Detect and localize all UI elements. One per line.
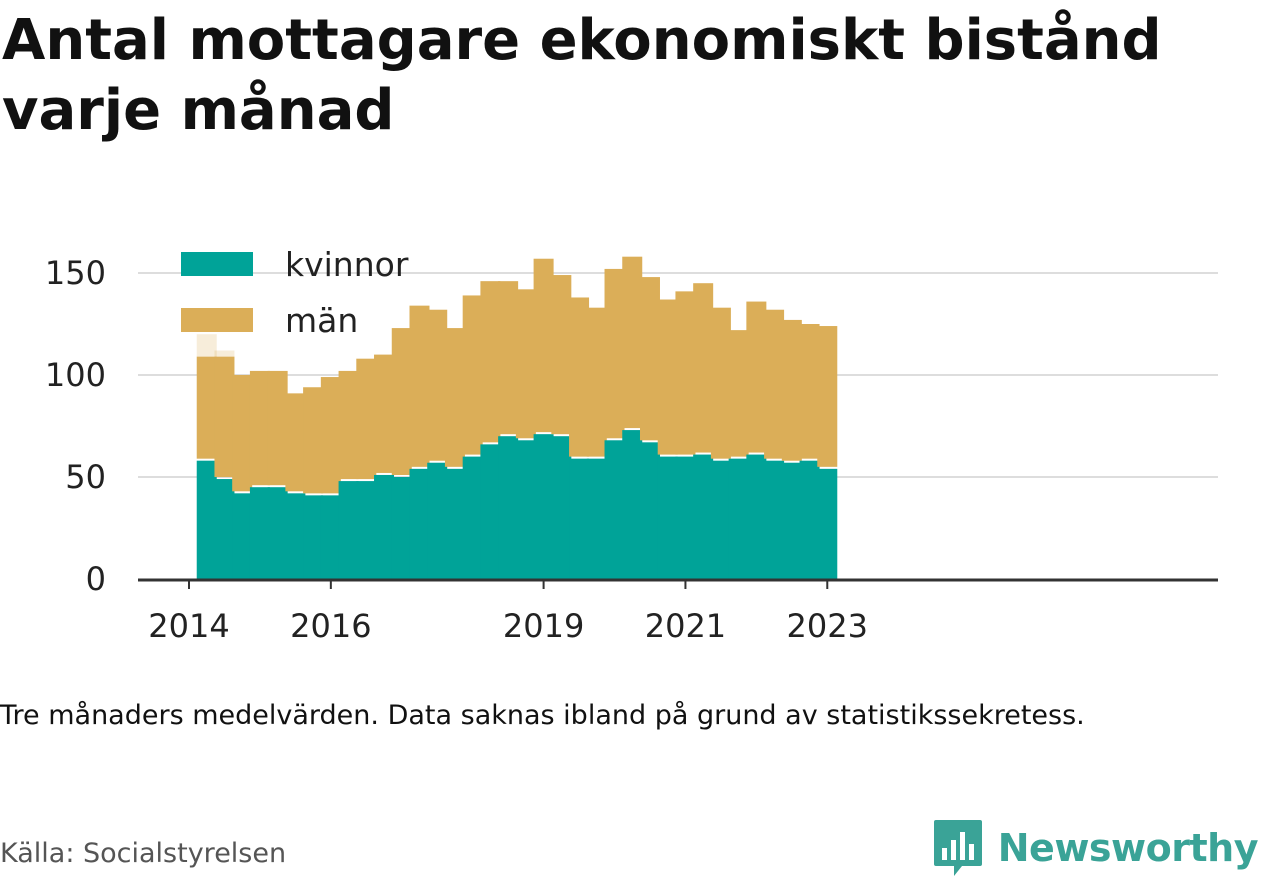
bar-man-2020-10 [657,299,678,455]
bar-kvinnor-2021-04 [693,454,714,579]
x-tick-label-2014: 2014 [148,607,229,645]
bar-kvinnor-2017-01 [391,477,412,579]
bar-man-2015-04 [267,370,288,486]
bar-man-2017-10 [444,328,465,467]
y-tick-label-0: 0 [86,560,106,598]
bar-kvinnor-2022-10 [799,460,820,579]
bar-man-2018-10 [515,289,536,439]
bar-man-2016-04 [338,370,359,480]
bar-man-2020-07 [639,277,660,441]
bar-man-2017-01 [391,328,412,475]
y-axis-ticks: 0 50 100 150 [45,254,106,598]
bar-man-2021-07 [710,307,731,459]
bar-kvinnor-2016-04 [338,481,359,579]
bar-kvinnor-2020-10 [657,456,678,579]
bar-kvinnor-2014-04 [196,460,217,579]
bar-kvinnor-2020-04 [622,430,643,579]
bar-kvinnor-2016-07 [356,481,377,579]
bar-kvinnor-2020-01 [604,440,625,579]
bars [196,256,838,579]
bar-man-2015-10 [303,387,324,494]
bar-kvinnor-2018-01 [462,456,483,579]
bar-kvinnor-2014-10 [232,493,253,579]
bar-man-2019-10 [586,307,607,457]
legend-label-kvinnor: kvinnor [285,245,409,284]
chart-note: Tre månaders medelvärden. Data saknas ib… [0,700,1085,731]
bar-kvinnor-2022-01 [746,454,767,579]
bar-man-2021-01 [675,291,696,455]
bar-man-2020-01 [604,268,625,439]
bar-kvinnor-2022-04 [764,460,785,579]
bar-man-2019-01 [533,258,554,433]
bar-kvinnor-2015-10 [303,495,324,579]
x-tick-label-2023: 2023 [787,607,868,645]
bar-man-2018-07 [498,281,519,435]
bar-kvinnor-2018-04 [480,444,501,579]
bar-man-2023-01 [817,326,838,467]
legend: kvinnor män [181,245,409,340]
bar-man-2022-04 [764,309,785,459]
legend-swatch-man [181,308,253,332]
bar-man-2022-01 [746,301,767,453]
bar-kvinnor-2019-01 [533,434,554,579]
bar-man-2016-01 [320,377,341,494]
bar-kvinnor-2017-07 [427,462,448,579]
bar-kvinnor-2017-04 [409,468,430,579]
x-axis: 2014 2016 2019 2021 2023 [138,578,1218,645]
bar-kvinnor-2023-01 [817,468,838,579]
bar-kvinnor-2021-10 [728,458,749,579]
bar-man-2022-07 [781,319,802,461]
bar-man-2015-07 [285,393,306,492]
bar-kvinnor-2019-07 [569,458,590,579]
brand-name: Newsworthy [997,826,1259,870]
bar-kvinnor-2020-07 [639,442,660,579]
bar-kvinnor-2015-04 [267,487,288,579]
bar-kvinnor-2016-10 [374,474,395,579]
x-tick-label-2019: 2019 [503,607,584,645]
bar-kvinnor-2017-10 [444,468,465,579]
bar-man-2019-04 [551,275,572,435]
bar-man-2020-04 [622,256,643,429]
bar-kvinnor-2015-01 [249,487,270,579]
bar-kvinnor-2022-07 [781,462,802,579]
bar-man-2018-01 [462,295,483,455]
y-tick-label-100: 100 [45,356,106,394]
legend-swatch-kvinnor [181,252,253,276]
bar-kvinnor-2019-04 [551,436,572,579]
bar-kvinnor-2019-10 [586,458,607,579]
bar-man-2017-07 [427,309,448,461]
bar-man-2018-04 [480,281,501,443]
bar-man-2021-10 [728,330,749,457]
source-credit: Källa: Socialstyrelsen [0,838,287,869]
bar-man-2019-07 [569,297,590,457]
bar-kvinnor-2018-10 [515,440,536,579]
chart-title: Antal mottagare ekonomiskt bistånd varje… [2,8,1162,143]
bar-kvinnor-2015-07 [285,493,306,579]
bar-man-2014-10 [232,375,253,492]
bar-chart-speech-bubble-icon [933,820,982,876]
bar-man-2021-04 [693,283,714,453]
bar-kvinnor-2018-07 [498,436,519,579]
x-tick-label-2016: 2016 [290,607,371,645]
brand-logo: Newsworthy [932,818,1259,878]
y-tick-label-150: 150 [45,254,106,292]
legend-label-man: män [285,301,358,340]
bar-man-2016-07 [356,358,377,480]
bar-man-2014-04 [196,356,217,459]
stacked-bar-chart: 0 50 100 150 2014 2016 2019 2021 2023 kvinnor mä… [45,245,1218,645]
bar-kvinnor-2021-07 [710,460,731,579]
x-tick-label-2021: 2021 [645,607,726,645]
bar-man-2014-07 [214,356,235,478]
faint-bar-2014-04 [196,334,217,357]
y-tick-label-50: 50 [65,458,106,496]
bar-man-2017-04 [409,305,430,467]
bar-kvinnor-2014-07 [214,479,235,579]
bar-man-2015-01 [249,370,270,486]
bar-man-2022-10 [799,324,820,459]
bar-kvinnor-2021-01 [675,456,696,579]
bar-kvinnor-2016-01 [320,495,341,579]
faint-bar-2014-07 [214,350,235,357]
bar-man-2016-10 [374,354,395,473]
